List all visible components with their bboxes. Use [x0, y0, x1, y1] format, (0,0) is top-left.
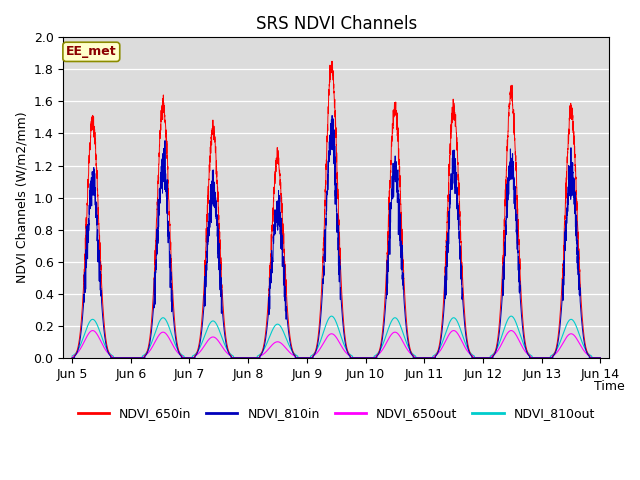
NDVI_650in	[328, 59, 336, 64]
NDVI_810in	[399, 269, 406, 275]
NDVI_810out	[68, 353, 76, 359]
NDVI_650in	[399, 253, 406, 259]
NDVI_650in	[131, 355, 139, 360]
NDVI_810out	[569, 317, 577, 323]
NDVI_810in	[68, 355, 76, 360]
NDVI_650in	[68, 355, 76, 360]
Line: NDVI_810out: NDVI_810out	[72, 316, 600, 358]
NDVI_810in	[548, 355, 556, 360]
NDVI_650out	[569, 331, 577, 337]
NDVI_650in	[596, 355, 604, 360]
Title: SRS NDVI Channels: SRS NDVI Channels	[255, 15, 417, 33]
NDVI_650in	[548, 355, 556, 360]
NDVI_650out	[545, 355, 553, 360]
Y-axis label: NDVI Channels (W/m2/mm): NDVI Channels (W/m2/mm)	[15, 112, 28, 283]
NDVI_810in	[545, 355, 553, 360]
NDVI_810out	[271, 324, 278, 329]
NDVI_650in	[271, 185, 278, 191]
NDVI_810out	[132, 355, 140, 360]
NDVI_810out	[508, 313, 515, 319]
NDVI_650out	[399, 338, 406, 344]
X-axis label: Time: Time	[594, 380, 625, 393]
NDVI_650in	[569, 109, 577, 115]
NDVI_650out	[89, 328, 97, 334]
NDVI_810in	[569, 160, 577, 166]
NDVI_810in	[131, 355, 139, 360]
NDVI_650out	[271, 340, 278, 346]
NDVI_810out	[548, 352, 556, 358]
Line: NDVI_650in: NDVI_650in	[72, 61, 600, 358]
NDVI_650out	[548, 355, 556, 360]
NDVI_650out	[596, 355, 604, 360]
Legend: NDVI_650in, NDVI_810in, NDVI_650out, NDVI_810out: NDVI_650in, NDVI_810in, NDVI_650out, NDV…	[72, 403, 600, 425]
NDVI_810out	[545, 355, 553, 360]
NDVI_810in	[271, 231, 278, 237]
NDVI_810out	[109, 355, 117, 360]
Line: NDVI_650out: NDVI_650out	[72, 331, 600, 358]
NDVI_650out	[68, 355, 76, 360]
NDVI_650in	[545, 355, 553, 360]
NDVI_810out	[399, 329, 406, 335]
NDVI_810out	[596, 355, 604, 360]
NDVI_650out	[132, 355, 140, 360]
Text: EE_met: EE_met	[66, 45, 116, 59]
Line: NDVI_810in: NDVI_810in	[72, 116, 600, 358]
NDVI_810in	[328, 113, 336, 119]
NDVI_810in	[596, 355, 604, 360]
